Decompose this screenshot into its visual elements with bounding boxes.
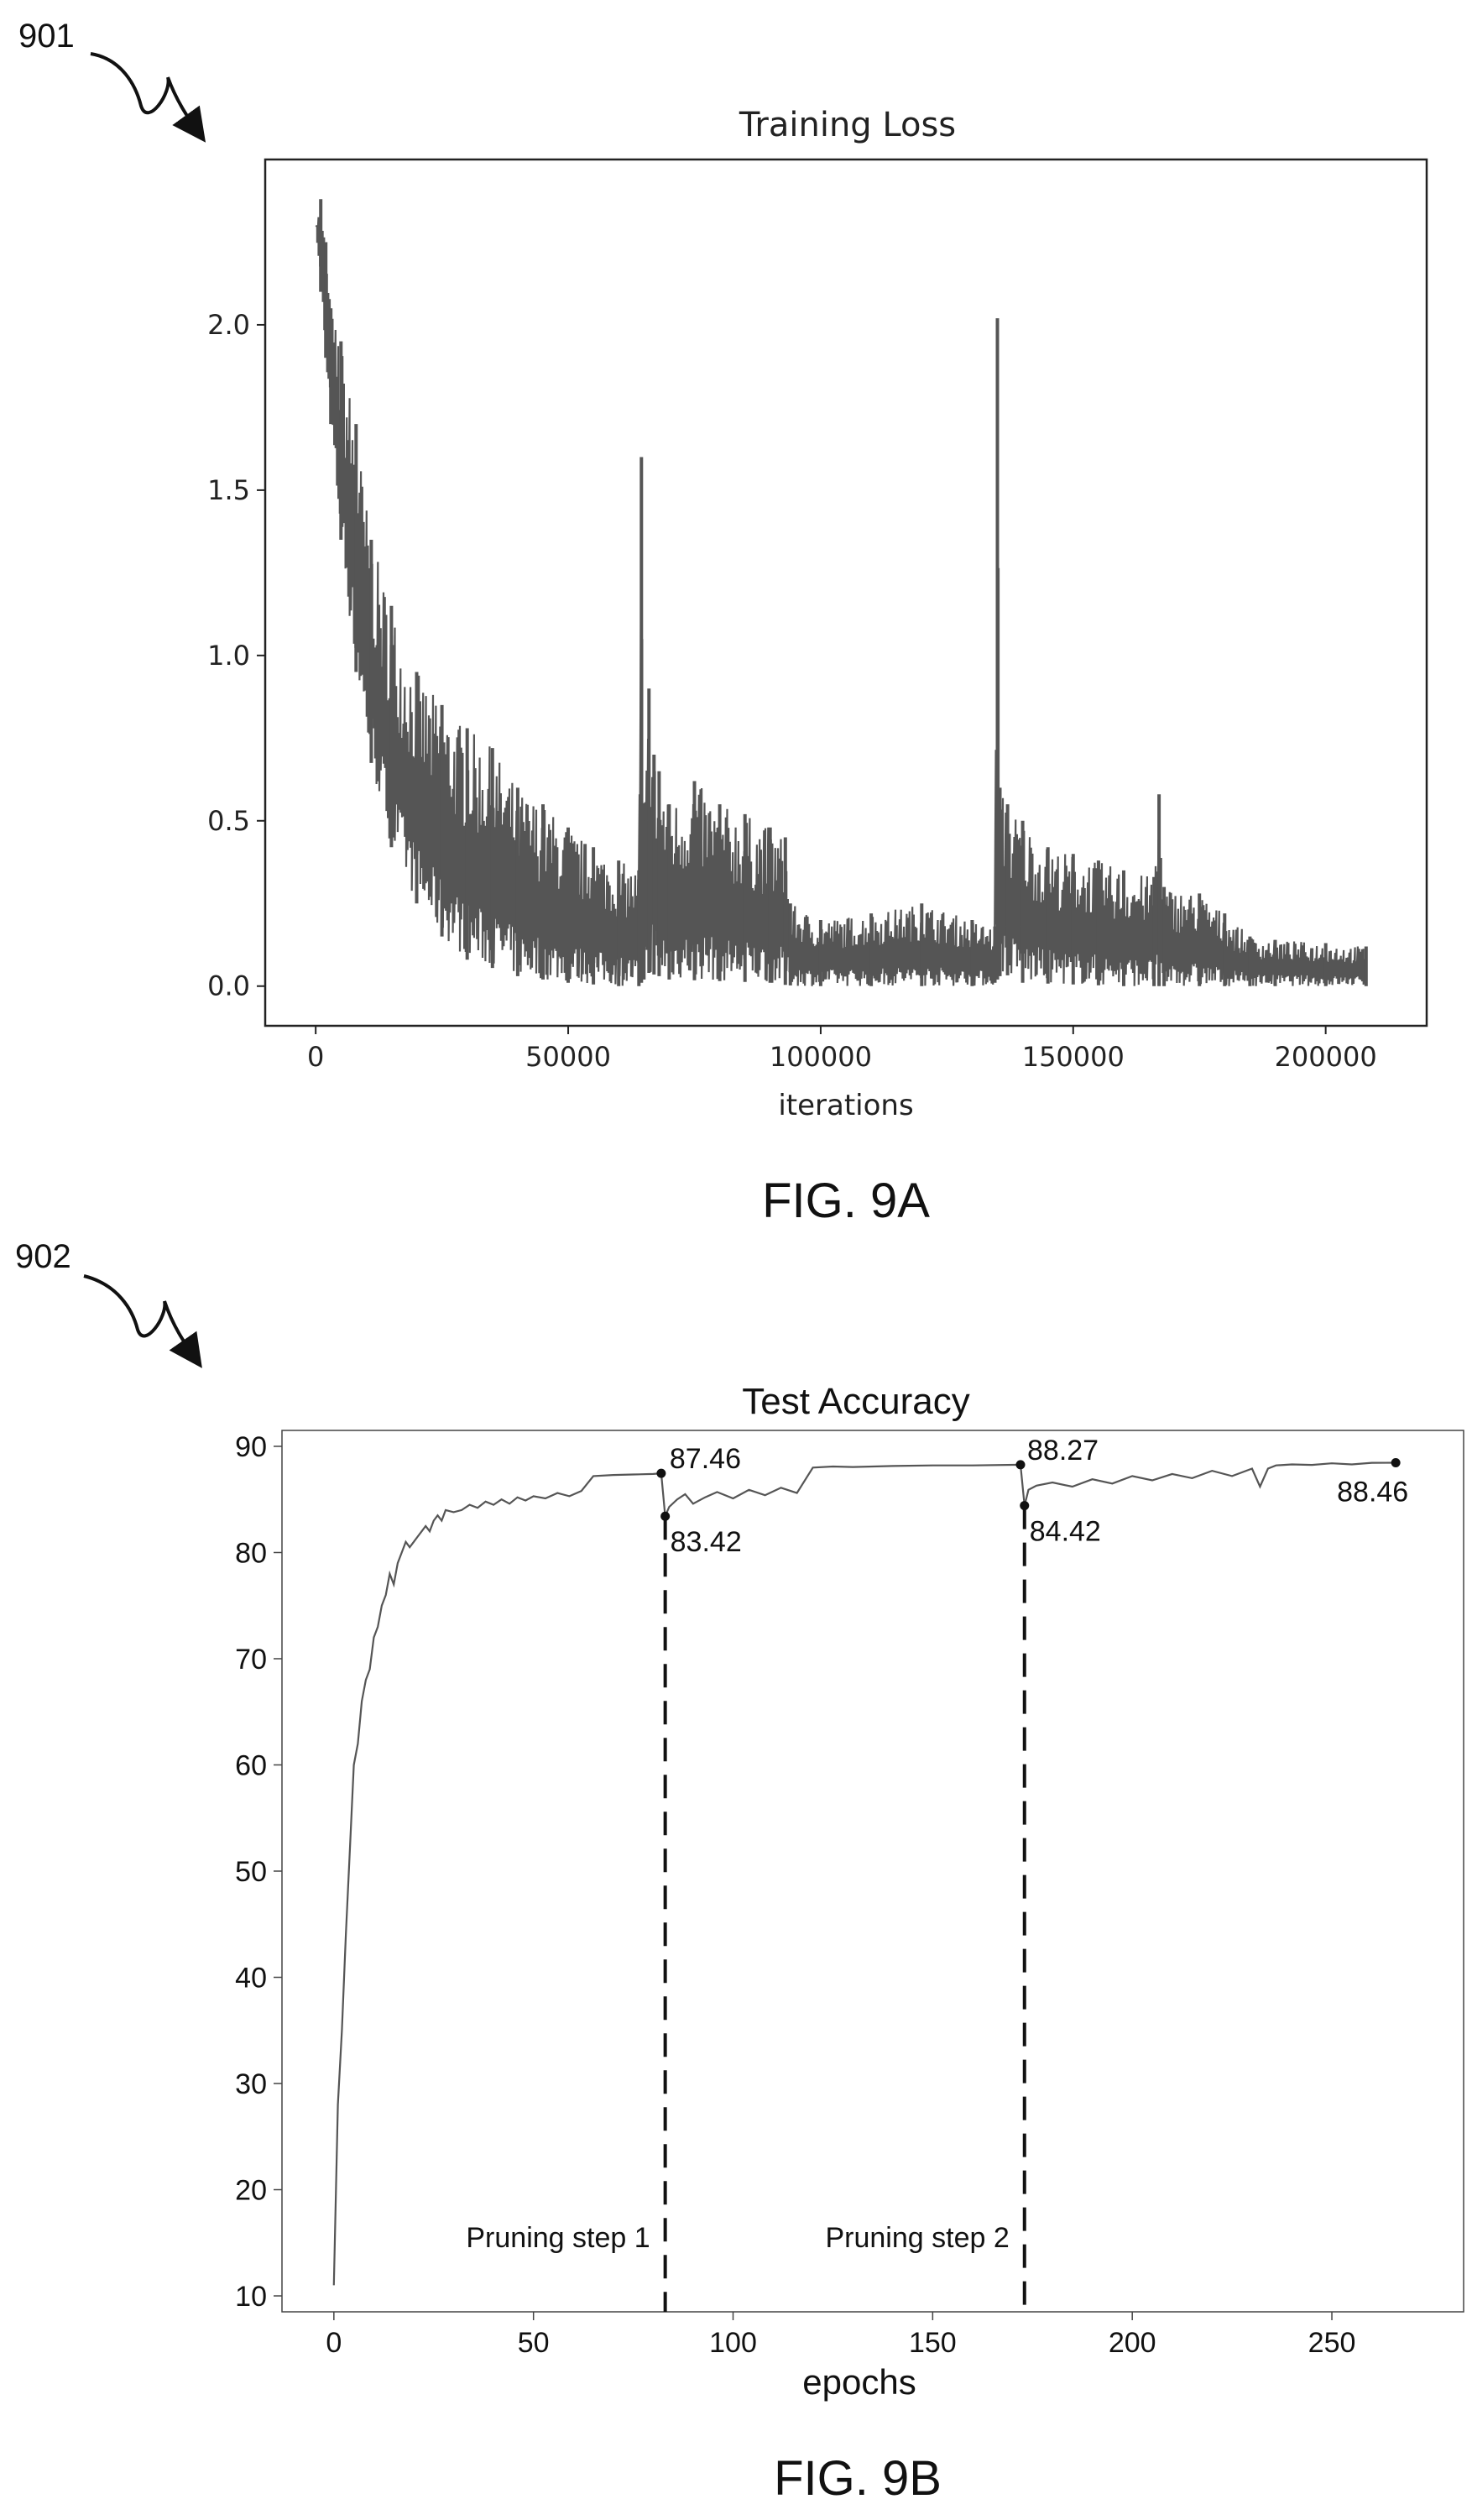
y-tick-label: 1.0: [207, 640, 250, 672]
x-tick-label: 0: [307, 1041, 324, 1073]
plot-area: Pruning step 1 Pruning step 2 87.46 83.42 88…: [332, 1435, 1408, 2312]
x-axis-label: iterations: [778, 1089, 913, 1122]
x-tick-label: 150: [909, 2327, 957, 2359]
test-accuracy-chart: Test Accuracy 0 50 100 150 200 250 10 20 30 40 50 6…: [235, 1381, 1464, 2402]
plot-area: [315, 199, 1368, 986]
loss-spike-lines: [319, 199, 1368, 986]
figure-9b: 902 Test Accuracy 0 50 100 150 200 250 10 20 30 4…: [15, 1238, 1464, 2506]
x-tick-label: 100: [709, 2327, 757, 2359]
figure-caption-9b: FIG. 9B: [774, 2451, 942, 2506]
chart-title: Training Loss: [739, 106, 956, 144]
figure-caption-9a: FIG. 9A: [762, 1174, 930, 1228]
pruning-step-label: Pruning step 2: [825, 2222, 1009, 2254]
y-tick-label: 80: [235, 1537, 267, 1569]
annotation-label: 88.46: [1337, 1476, 1408, 1508]
x-tick-label: 0: [326, 2327, 342, 2359]
x-tick-label: 250: [1308, 2327, 1356, 2359]
y-tick-label: 70: [235, 1644, 267, 1676]
annotation-point: [656, 1468, 666, 1478]
annotation-label: 88.27: [1027, 1435, 1099, 1467]
x-tick-label: 150000: [1022, 1041, 1125, 1073]
y-tick-label: 10: [235, 2281, 267, 2313]
axis-ticks: 0 50 100 150 200 250 10 20 30 40 50 60 70 80 90: [235, 1431, 1355, 2359]
annotation-label: 87.46: [670, 1443, 741, 1475]
y-tick-label: 90: [235, 1431, 267, 1463]
ref-number-902: 902: [15, 1238, 71, 1275]
axis-ticks: 0 50000 100000 150000 200000 0.0 0.5 1.0 1.5 2.0: [207, 309, 1377, 1073]
annotation-label: 83.42: [671, 1526, 742, 1558]
ref-arrow-901: [90, 52, 206, 143]
pruning-step-label: Pruning step 1: [466, 2222, 650, 2254]
y-tick-label: 40: [235, 1963, 267, 1995]
loss-series-line: [315, 214, 1366, 986]
x-tick-label: 50000: [525, 1041, 611, 1073]
annotation-label: 84.42: [1030, 1516, 1101, 1548]
plot-frame: [281, 1430, 1464, 2313]
y-tick-label: 2.0: [207, 309, 250, 341]
y-tick-label: 20: [235, 2175, 267, 2207]
y-tick-label: 0.0: [207, 970, 250, 1002]
x-axis-label: epochs: [802, 2362, 916, 2402]
x-tick-label: 200: [1109, 2327, 1156, 2359]
accuracy-series-line: [332, 1461, 1396, 2286]
chart-title: Test Accuracy: [742, 1381, 969, 1422]
ref-arrow-902: [83, 1274, 202, 1368]
y-tick-label: 60: [235, 1749, 267, 1781]
annotation-point: [1020, 1501, 1030, 1511]
y-tick-label: 0.5: [207, 805, 250, 837]
y-tick-label: 50: [235, 1856, 267, 1888]
annotation-point: [660, 1511, 671, 1521]
y-tick-label: 30: [235, 2068, 267, 2100]
y-tick-label: 1.5: [207, 474, 250, 506]
x-tick-label: 100000: [770, 1041, 872, 1073]
plot-frame: [264, 158, 1428, 1027]
annotation-point: [1391, 1457, 1401, 1467]
x-tick-label: 200000: [1275, 1041, 1377, 1073]
training-loss-chart: Training Loss 0 50000 100000 150000 200000 0.…: [207, 106, 1428, 1122]
annotation-point: [1015, 1460, 1026, 1470]
ref-number-901: 901: [18, 18, 75, 55]
figure-9a: 901 Training Loss 0 50000 100000 150000 2000…: [18, 18, 1428, 1228]
x-tick-label: 50: [518, 2327, 550, 2359]
